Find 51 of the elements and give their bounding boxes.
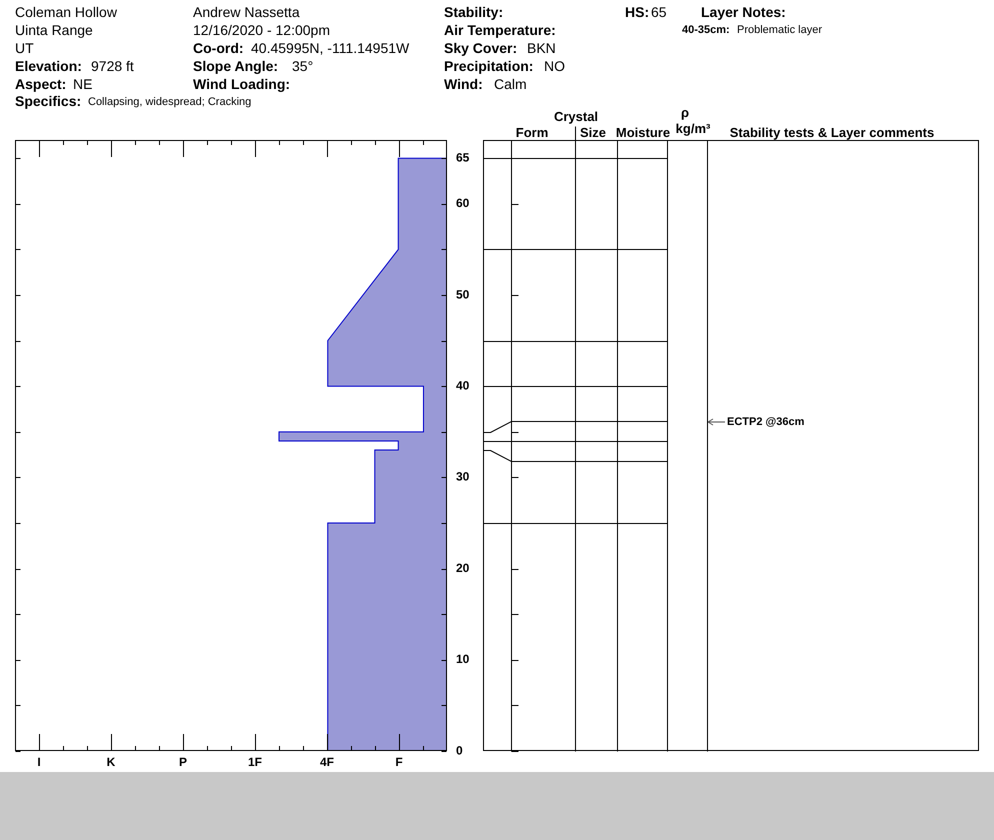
text: Coleman Hollow — [15, 4, 117, 20]
text: BKN — [527, 40, 556, 56]
text: Crystal — [554, 108, 598, 124]
text: Wind Loading: — [193, 76, 290, 92]
text: Form — [516, 124, 548, 140]
text: Collapsing, widespread; Cracking — [88, 96, 252, 108]
text: Andrew Nassetta — [193, 4, 300, 20]
text: Layer Notes: — [701, 4, 786, 20]
text: Stability tests & Layer comments — [730, 124, 934, 140]
text: HS: — [625, 4, 650, 20]
text: K — [106, 754, 116, 769]
text: Precipitation: — [444, 58, 534, 74]
text: Aspect: — [15, 76, 66, 92]
text: ρ — [680, 104, 690, 120]
y-tick-label: 30 — [456, 470, 470, 484]
text: Specifics: — [15, 93, 82, 110]
text: Size — [580, 124, 606, 140]
text: Problematic layer — [737, 24, 822, 36]
text: UT — [15, 40, 34, 56]
text: 9728 ft — [91, 58, 134, 74]
y-tick-label: 50 — [456, 287, 470, 302]
text: 12/16/2020 - 12:00pm — [193, 22, 330, 38]
y-tick-label: 10 — [456, 652, 470, 666]
text: ECTP2 @36cm — [727, 416, 804, 428]
text: Co-ord: — [193, 40, 244, 56]
y-tick-label: 40 — [456, 378, 470, 393]
text: 40-35cm: — [682, 24, 730, 36]
text: Wind: — [444, 76, 483, 92]
y-tick-label: 0 — [456, 743, 463, 758]
text: Moisture — [616, 124, 670, 140]
text: kg/m³ — [676, 120, 710, 136]
text: 65 — [651, 4, 667, 20]
text: F — [395, 754, 403, 769]
text: Stability: — [444, 4, 504, 20]
text: Sky Cover: — [444, 40, 518, 56]
text: I — [37, 754, 41, 769]
text: 1F — [248, 754, 262, 769]
text: 4F — [320, 754, 334, 769]
text: P — [178, 754, 188, 769]
text: 40.45995N, -111.14951W — [251, 40, 410, 56]
text: 35° — [292, 58, 314, 74]
text: Air Temperature: — [444, 22, 556, 38]
text: Calm — [494, 76, 527, 92]
text: NE — [73, 76, 92, 92]
text: Uinta Range — [15, 22, 93, 38]
y-tick-label: 60 — [456, 196, 470, 210]
text: NO — [544, 58, 565, 74]
text: Slope Angle: — [193, 58, 278, 74]
y-tick-label: 65 — [456, 150, 470, 165]
text: Elevation: — [15, 58, 82, 74]
y-tick-label: 20 — [456, 560, 470, 575]
